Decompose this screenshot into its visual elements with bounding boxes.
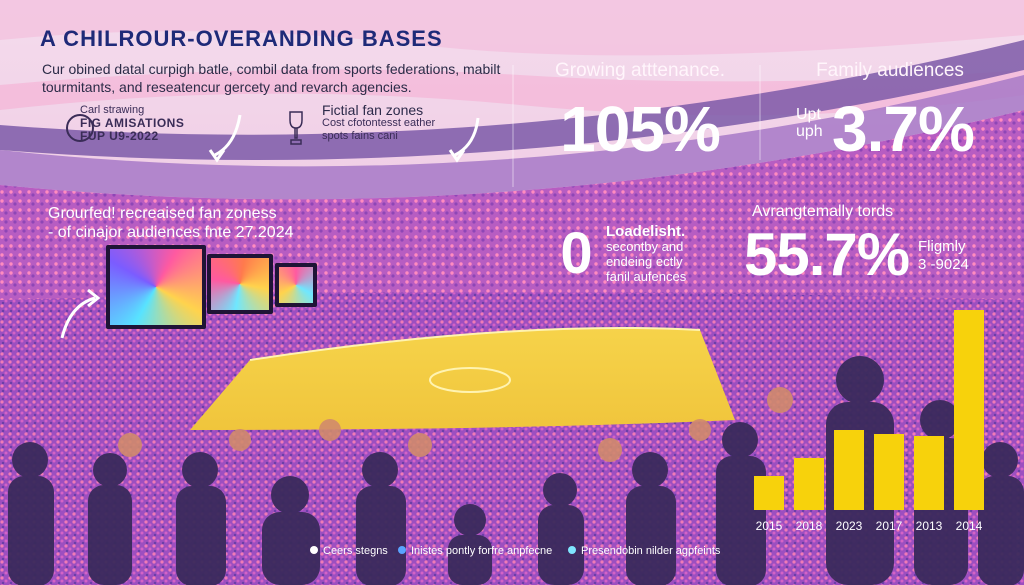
- x-tick-label: 2018: [796, 519, 823, 533]
- legend-item-3: Presendobin nilder agpfeints: [568, 545, 720, 557]
- page-title: A CHILROUR-OVERANDING BASES: [40, 26, 443, 51]
- info-card-1: Carl strawing FIG AMISATIONS FUP U9-2022: [66, 104, 184, 143]
- stat-avg-side2: 3 -9024: [918, 256, 969, 273]
- legend-label-2: Inistes pontly forfre anpfecne: [411, 545, 553, 557]
- bar-2023: [834, 430, 864, 510]
- card2-title: Fictial fan zones: [322, 102, 424, 118]
- legend-dot-2: [398, 546, 406, 554]
- legend-label-3: Presendobin nilder agpfeints: [581, 545, 721, 557]
- stat-avg-side: Fligmly 3 -9024: [918, 238, 969, 274]
- legend-dot-3: [568, 546, 576, 554]
- card2-line2: spots fains cani: [322, 130, 398, 142]
- fan-zones-text: Grourfed! recreaised fan zoness - of cin…: [48, 204, 294, 242]
- x-tick-label: 2015: [756, 519, 783, 533]
- bar-2015: [754, 476, 784, 510]
- card2-line1: Cost cfotontesst eather: [322, 117, 436, 129]
- fan-zones-line1: Grourfed! recreaised fan zoness: [48, 205, 277, 222]
- stat-growing-value: 105%: [560, 93, 721, 165]
- stat-zero-line3: endeing ectly: [606, 254, 683, 269]
- stadium-screen-1: [106, 245, 206, 329]
- stadium-screen-3: [275, 263, 317, 307]
- stat-growing-label: Growing atttenance.: [554, 60, 726, 81]
- stadium-screen-2: [207, 254, 273, 314]
- page-subtitle: Cur obined datal curpigh batle, combil d…: [42, 61, 501, 95]
- x-tick-label: 2014: [956, 519, 983, 533]
- stat-family-prefix2: uph: [796, 123, 823, 140]
- stat-zero-text: Loadelisht. secontby and endeing ectly f…: [606, 224, 686, 284]
- stat-family-label: Family audiences: [816, 60, 964, 81]
- stat-zero-line1: Loadelisht.: [606, 223, 686, 240]
- fan-zones-line2: - of cinajor audiences fnte 27.2024: [48, 224, 294, 241]
- stat-zero-value: 0: [560, 221, 592, 286]
- card1-line2: FIG AMISATIONS: [80, 116, 185, 130]
- bar-2018: [794, 458, 824, 510]
- card1-line1: Carl strawing: [80, 104, 145, 116]
- bar-2017: [874, 434, 904, 510]
- stat-family-prefix1: Upt: [796, 106, 821, 123]
- x-tick-label: 2017: [876, 519, 903, 533]
- stat-zero-line4: fanil aufences: [606, 269, 687, 284]
- bar-chart: 2015 2018 2023 2017 2013 2014: [754, 310, 984, 533]
- x-tick-label: 2023: [836, 519, 863, 533]
- stat-family-value: 3.7%: [832, 93, 975, 165]
- info-card-2: Fictial fan zones Cost cfotontesst eathe…: [288, 102, 468, 146]
- bar-2014: [954, 310, 984, 510]
- trophy-icon: [288, 110, 304, 146]
- legend-dot-1: [310, 546, 318, 554]
- legend-item-1: Ceers stegns: [310, 545, 388, 557]
- stat-avg-label: Avrangtemally tords: [752, 203, 894, 220]
- stat-avg-value: 55.7%: [744, 221, 910, 288]
- legend-label-1: Ceers stegns: [323, 545, 388, 557]
- stat-avg-side1: Fligmly: [918, 238, 966, 255]
- stat-zero-line2: secontby and: [606, 239, 684, 254]
- ball-icon: [66, 114, 94, 142]
- bar-2013: [914, 436, 944, 510]
- x-tick-label: 2013: [916, 519, 943, 533]
- card1-line3: FUP U9-2022: [80, 129, 159, 143]
- stat-family-prefix: Upt uph: [796, 106, 823, 140]
- legend-item-2: Inistes pontly forfre anpfecne: [398, 545, 552, 557]
